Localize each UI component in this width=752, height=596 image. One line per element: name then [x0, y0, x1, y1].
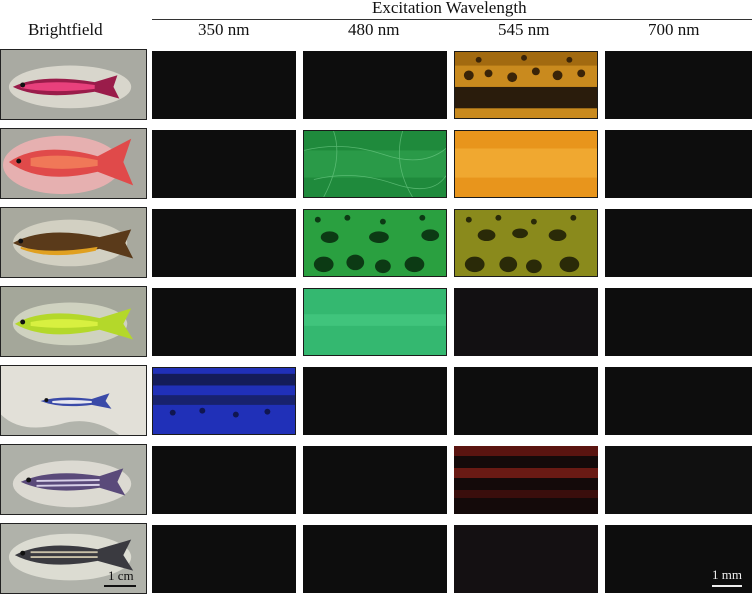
brightfield-fish-3 — [0, 207, 147, 278]
panel-r1-350 — [152, 51, 296, 119]
panel-r3-350 — [152, 209, 296, 277]
panel-r7-480 — [303, 525, 447, 593]
brightfield-fish-5 — [0, 365, 147, 436]
brightfield-fish-1 — [0, 49, 147, 120]
fluorescence-scale-bar — [712, 585, 742, 587]
header-divider-line — [152, 19, 752, 20]
wavelength-header-700: 700 nm — [648, 20, 700, 39]
panel-r2-350 — [152, 130, 296, 198]
panel-r1-700 — [605, 51, 752, 119]
panel-r5-480 — [303, 367, 447, 435]
panel-r6-350 — [152, 446, 296, 514]
panel-r6-545 — [454, 446, 598, 514]
brightfield-fish-2 — [0, 128, 147, 199]
panel-r7-350 — [152, 525, 296, 593]
panel-r2-480 — [303, 130, 447, 198]
excitation-wavelength-title: Excitation Wavelength — [372, 0, 527, 17]
panel-r5-700 — [605, 367, 752, 435]
brightfield-fish-6 — [0, 444, 147, 515]
panel-r4-545 — [454, 288, 598, 356]
panel-r6-700 — [605, 446, 752, 514]
brightfield-fish-4 — [0, 286, 147, 357]
brightfield-scale-label: 1 cm — [108, 568, 134, 583]
panel-r1-545 — [454, 51, 598, 119]
panel-r2-545 — [454, 130, 598, 198]
panel-r3-700 — [605, 209, 752, 277]
panel-r3-545 — [454, 209, 598, 277]
panel-r3-480 — [303, 209, 447, 277]
wavelength-header-350: 350 nm — [198, 20, 250, 39]
panel-r1-480 — [303, 51, 447, 119]
brightfield-fish-7 — [0, 523, 147, 594]
panel-r2-700 — [605, 130, 752, 198]
panel-r4-700 — [605, 288, 752, 356]
panel-r5-350 — [152, 367, 296, 435]
wavelength-header-545: 545 nm — [498, 20, 550, 39]
brightfield-column-header: Brightfield — [28, 20, 103, 39]
panel-r7-700 — [605, 525, 752, 593]
panel-r4-350 — [152, 288, 296, 356]
brightfield-scale-bar — [104, 585, 136, 587]
panel-r4-480 — [303, 288, 447, 356]
panel-r5-545 — [454, 367, 598, 435]
panel-r7-545 — [454, 525, 598, 593]
panel-r6-480 — [303, 446, 447, 514]
fluorescence-scale-label: 1 mm — [712, 567, 742, 582]
wavelength-header-480: 480 nm — [348, 20, 400, 39]
